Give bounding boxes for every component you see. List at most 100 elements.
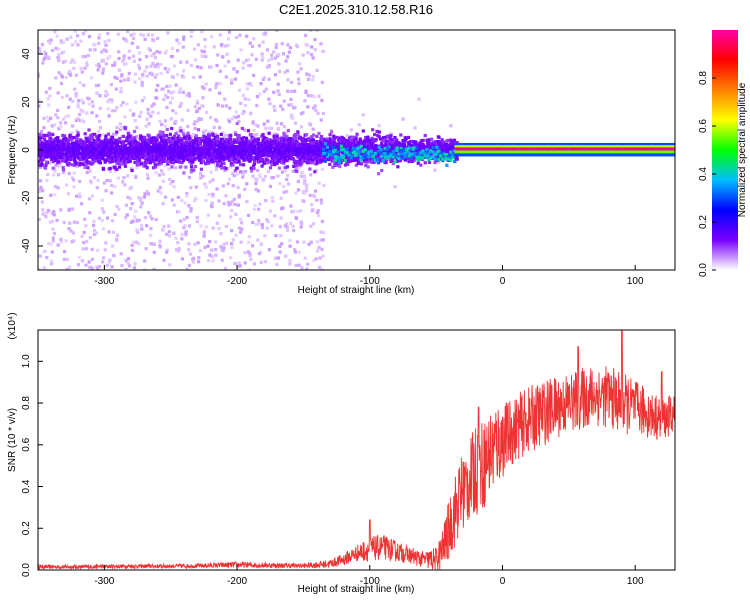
heatmap-cell [112, 63, 117, 67]
heatmap-cell [367, 138, 371, 142]
heatmap-cell [100, 50, 104, 54]
heatmap-cell [313, 47, 317, 52]
heatmap-cell [119, 155, 123, 159]
heatmap-cell [38, 165, 43, 169]
heatmap-cell [216, 144, 221, 148]
heatmap-cell [45, 115, 49, 119]
heatmap-cell [85, 111, 89, 115]
heatmap-cell [312, 106, 316, 110]
heatmap-cell [123, 183, 127, 187]
heatmap-cell [97, 148, 101, 153]
heatmap-cell [365, 141, 369, 145]
heatmap-cell [88, 211, 92, 215]
heatmap-cell [189, 134, 193, 139]
heatmap-cell [85, 170, 89, 175]
heatmap-cell [215, 134, 220, 138]
heatmap-cell [65, 94, 69, 98]
heatmap-cell [175, 72, 180, 77]
heatmap-cell [317, 94, 321, 98]
heatmap-cell [164, 143, 168, 147]
heatmap-cell [163, 164, 168, 168]
heatmap-cell [53, 193, 57, 197]
heatmap-cell [67, 143, 71, 147]
heatmap-cell [63, 144, 67, 149]
heatmap-cell [111, 132, 116, 136]
heatmap-cell [101, 256, 106, 260]
heatmap-cell [268, 148, 273, 152]
heatmap-cell [376, 133, 380, 138]
heatmap-cell [39, 160, 44, 164]
heatmap-cell [330, 157, 334, 161]
heatmap-cell [302, 199, 306, 204]
heatmap-cell [178, 126, 182, 130]
heatmap-cell [268, 138, 272, 142]
heatmap-cell [147, 134, 151, 138]
heatmap-cell [100, 207, 104, 211]
heatmap-cell [282, 148, 286, 152]
heatmap-cell [105, 178, 109, 183]
heatmap-cell [282, 99, 286, 103]
heatmap-cell [104, 62, 108, 66]
heatmap-cell [185, 140, 189, 145]
heatmap-cell [42, 133, 47, 138]
heatmap-cell [139, 110, 143, 115]
heatmap-cell [230, 78, 234, 82]
heatmap-cell [132, 129, 137, 134]
heatmap-cell [270, 155, 275, 159]
heatmap-cell [141, 72, 145, 77]
heatmap-cell [70, 131, 74, 135]
heatmap-cell [272, 134, 276, 138]
heatmap-cell [148, 160, 153, 164]
heatmap-cell [173, 134, 177, 138]
heatmap-cell [262, 89, 266, 94]
heatmap-cell [85, 239, 89, 244]
heatmap-cell [110, 136, 115, 140]
heatmap-cell [226, 43, 230, 47]
heatmap-cell [199, 224, 203, 228]
heatmap-cell [59, 121, 63, 125]
heatmap-cell [320, 268, 324, 270]
heatmap-cell [97, 133, 102, 138]
heatmap-cell [74, 40, 78, 44]
heatmap-cell [149, 153, 153, 157]
heatmap-cell [82, 153, 86, 157]
heatmap-cell [317, 265, 322, 270]
heatmap-cell [318, 256, 322, 260]
heatmap-cell [301, 111, 305, 115]
heatmap-cell [233, 140, 237, 144]
heatmap-cell [343, 163, 348, 167]
heatmap-cell [242, 61, 246, 65]
heatmap-cell [211, 259, 215, 263]
heatmap-cell [38, 132, 41, 137]
heatmap-cell [48, 140, 52, 144]
heatmap-cell [237, 119, 241, 123]
heatmap-cell [310, 153, 314, 157]
heatmap-cell [75, 161, 79, 165]
heatmap-cell [42, 265, 46, 270]
heatmap-cell [134, 100, 138, 104]
heatmap-cell [218, 163, 222, 167]
heatmap-cell [138, 51, 142, 55]
heatmap-cell [165, 140, 169, 144]
heatmap-cell [182, 75, 186, 79]
heatmap-cell [366, 157, 370, 161]
heatmap-cell [62, 220, 66, 225]
heatmap-cell [271, 175, 275, 180]
heatmap-cell [286, 128, 290, 133]
heatmap-cell [150, 71, 154, 75]
heatmap-cell [143, 216, 148, 220]
heatmap-cell [67, 171, 71, 176]
heatmap-cell [187, 263, 192, 268]
heatmap-cell [351, 135, 355, 139]
heatmap-cell [273, 214, 277, 218]
heatmap-cell [94, 63, 99, 68]
heatmap-cell [320, 98, 324, 103]
heatmap-cell [167, 224, 171, 228]
heatmap-cell [223, 156, 227, 160]
heatmap-cell [161, 87, 165, 91]
heatmap-cell [133, 72, 138, 76]
heatmap-cell [263, 148, 267, 152]
heatmap-cell [143, 69, 147, 73]
heatmap-cell [38, 149, 41, 153]
